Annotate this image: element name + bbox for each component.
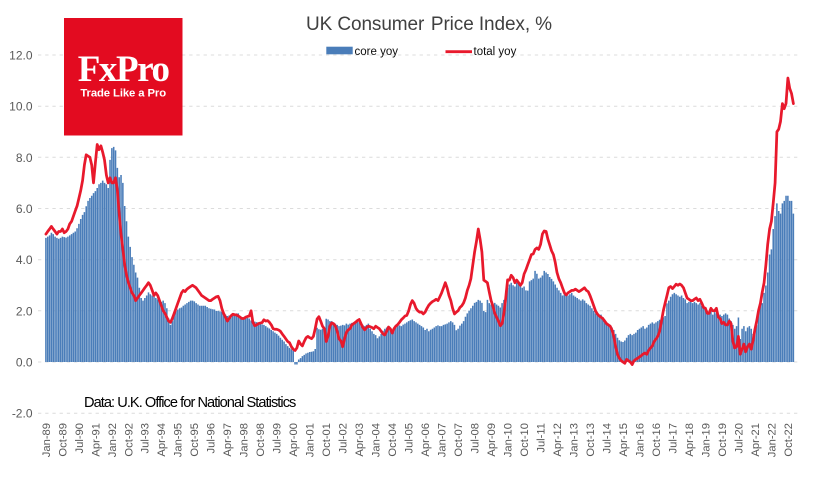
svg-text:Oct-95: Oct-95 [189, 423, 201, 457]
svg-text:Apr-21: Apr-21 [750, 423, 762, 457]
svg-text:Jan-07: Jan-07 [437, 423, 449, 457]
svg-text:Oct-16: Oct-16 [651, 423, 663, 457]
svg-text:12.0: 12.0 [9, 49, 33, 63]
svg-text:-2.0: -2.0 [12, 407, 33, 421]
svg-text:Jul-11: Jul-11 [536, 423, 548, 453]
svg-text:Trade Like a Pro: Trade Like a Pro [80, 88, 166, 100]
svg-text:Apr-09: Apr-09 [486, 423, 498, 457]
svg-text:UK Consumer Price Index, %: UK Consumer Price Index, % [306, 14, 552, 35]
svg-text:Oct-19: Oct-19 [717, 423, 729, 457]
svg-text:Jan-98: Jan-98 [239, 423, 251, 457]
svg-text:Jan-01: Jan-01 [305, 423, 317, 457]
svg-text:Apr-03: Apr-03 [354, 423, 366, 457]
svg-text:0.0: 0.0 [16, 356, 33, 370]
svg-text:Jan-10: Jan-10 [503, 423, 515, 457]
svg-text:Jan-89: Jan-89 [41, 423, 53, 457]
svg-text:Jul-99: Jul-99 [272, 423, 284, 453]
svg-text:Jan-16: Jan-16 [634, 423, 646, 457]
svg-text:Jul-93: Jul-93 [140, 423, 152, 453]
svg-text:Jul-17: Jul-17 [667, 423, 679, 453]
svg-text:total yoy: total yoy [474, 46, 517, 58]
svg-text:Jan-19: Jan-19 [700, 423, 712, 457]
svg-text:FxPro: FxPro [78, 49, 170, 90]
svg-text:6.0: 6.0 [16, 202, 33, 216]
svg-text:Jul-14: Jul-14 [601, 423, 613, 453]
svg-text:Oct-22: Oct-22 [783, 423, 795, 457]
svg-text:8.0: 8.0 [16, 151, 33, 165]
svg-text:Apr-12: Apr-12 [552, 423, 564, 457]
svg-text:Jul-90: Jul-90 [74, 423, 86, 453]
svg-text:Data: U.K. Office for National: Data: U.K. Office for National Statistic… [84, 395, 296, 411]
svg-text:Jul-05: Jul-05 [404, 423, 416, 453]
svg-text:Oct-89: Oct-89 [57, 423, 69, 457]
svg-text:Apr-18: Apr-18 [684, 423, 696, 457]
svg-text:Apr-00: Apr-00 [288, 423, 300, 457]
svg-text:Jan-95: Jan-95 [173, 423, 185, 457]
svg-text:Apr-94: Apr-94 [156, 423, 168, 457]
svg-text:Jul-02: Jul-02 [338, 423, 350, 453]
svg-text:Oct-98: Oct-98 [255, 423, 267, 457]
svg-text:Oct-04: Oct-04 [387, 423, 399, 457]
svg-text:Jan-22: Jan-22 [766, 423, 778, 457]
svg-text:Oct-01: Oct-01 [321, 423, 333, 457]
svg-text:2.0: 2.0 [16, 304, 33, 318]
svg-text:Oct-13: Oct-13 [585, 423, 597, 457]
svg-text:Apr-91: Apr-91 [90, 423, 102, 457]
svg-text:10.0: 10.0 [9, 100, 33, 114]
svg-text:Apr-15: Apr-15 [618, 423, 630, 457]
svg-text:Jan-04: Jan-04 [371, 423, 383, 457]
svg-text:Apr-97: Apr-97 [222, 423, 234, 457]
svg-text:4.0: 4.0 [16, 253, 33, 267]
svg-text:Oct-07: Oct-07 [453, 423, 465, 457]
svg-text:Jan-92: Jan-92 [107, 423, 119, 457]
svg-text:Apr-06: Apr-06 [420, 423, 432, 457]
svg-text:core yoy: core yoy [355, 46, 399, 58]
svg-text:Jul-08: Jul-08 [470, 423, 482, 453]
svg-text:Jan-13: Jan-13 [568, 423, 580, 457]
svg-text:Jul-20: Jul-20 [733, 423, 745, 453]
svg-text:Jul-96: Jul-96 [206, 423, 218, 453]
svg-text:Oct-10: Oct-10 [519, 423, 531, 457]
svg-text:Oct-92: Oct-92 [123, 423, 135, 457]
